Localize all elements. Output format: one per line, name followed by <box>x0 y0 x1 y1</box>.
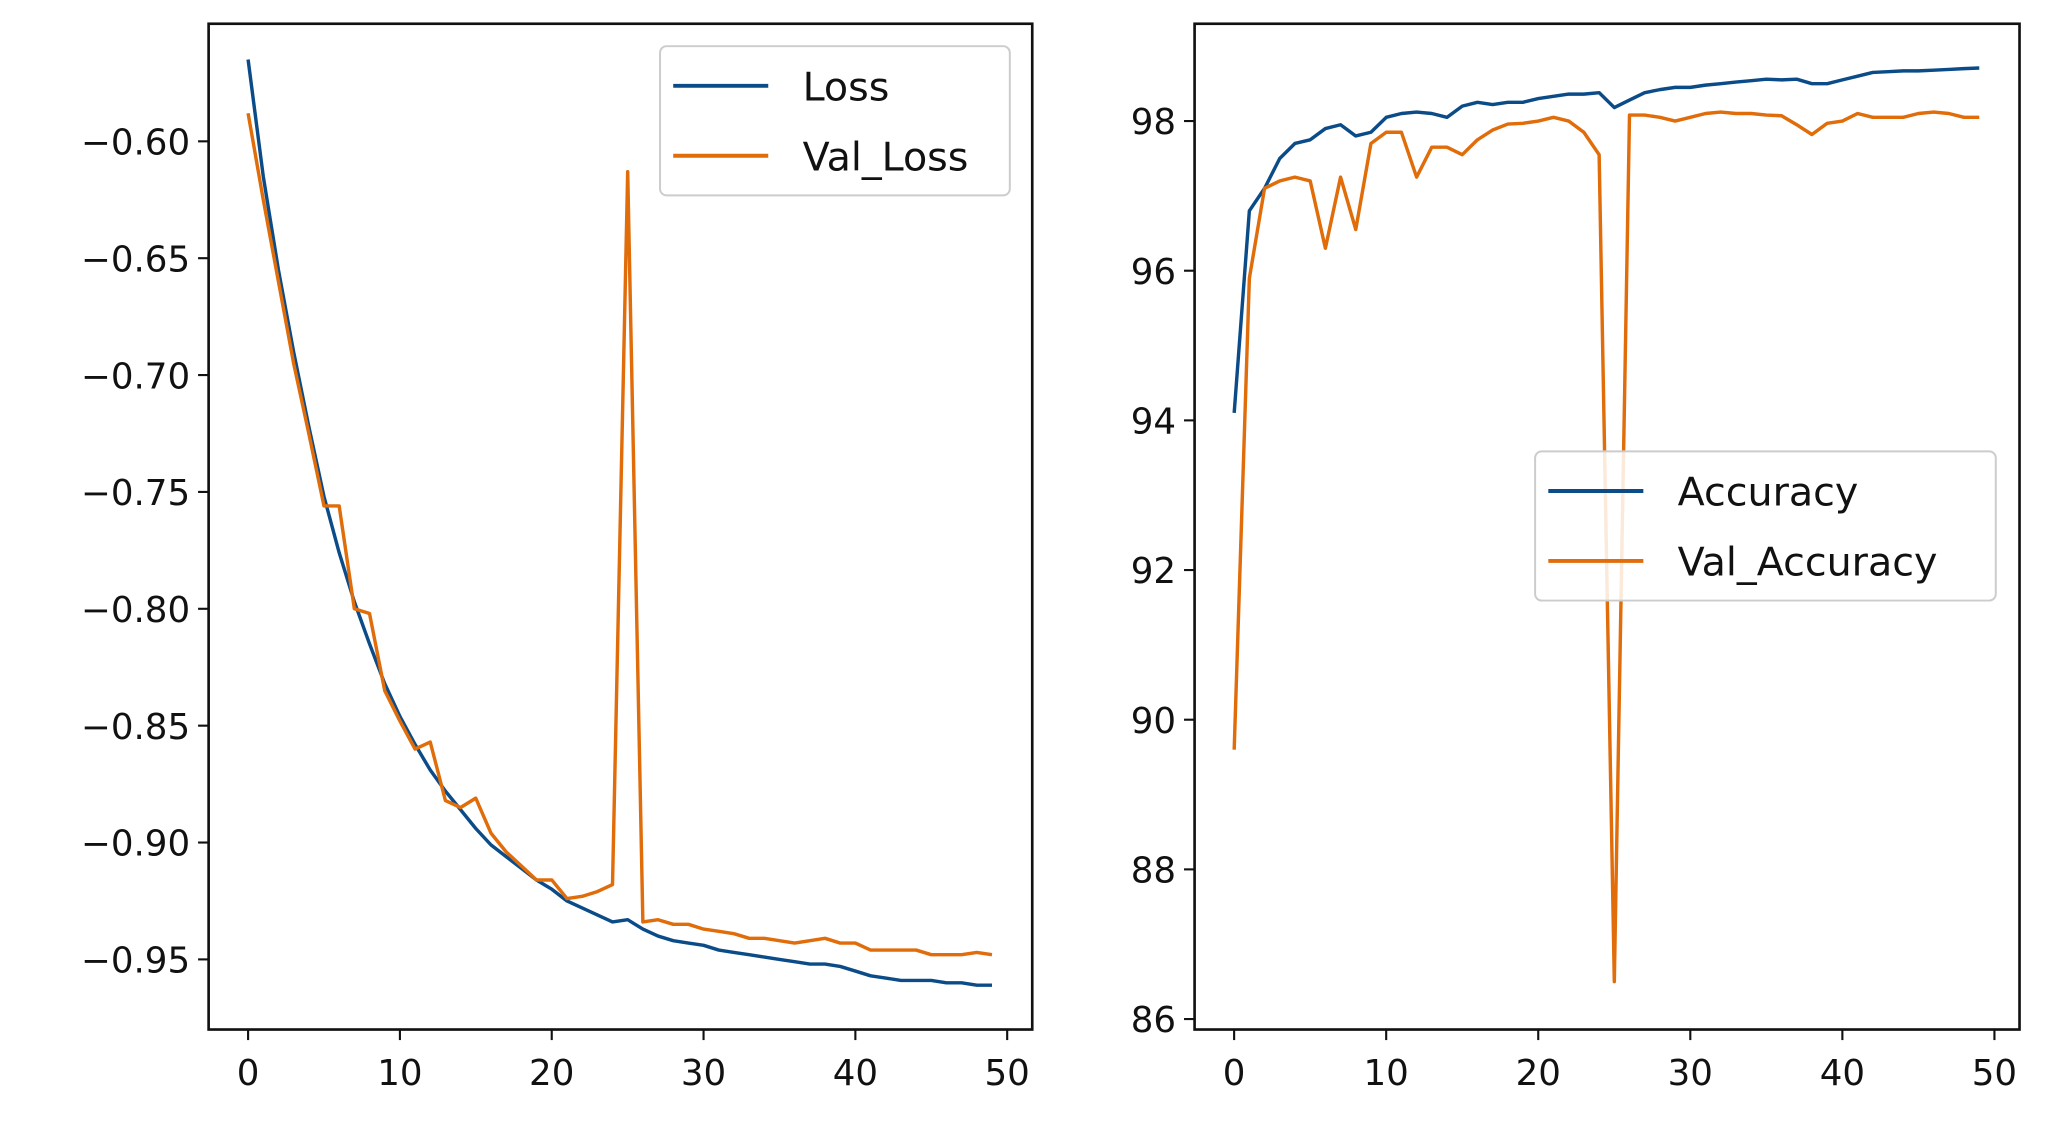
x-tick-label: 20 <box>529 1053 574 1094</box>
legend-label: Val_Loss <box>803 134 969 180</box>
legend-label: Val_Accuracy <box>1678 539 1938 585</box>
x-tick-label: 10 <box>377 1053 422 1094</box>
legend: Loss Val_Loss <box>659 45 1011 197</box>
x-tick-label: 30 <box>681 1053 726 1094</box>
x-tick-label: 40 <box>833 1053 878 1094</box>
y-tick-label: −0.80 <box>81 590 190 631</box>
x-tick-label: 0 <box>237 1053 260 1094</box>
x-tick-label: 40 <box>1820 1053 1865 1094</box>
x-tick-label: 50 <box>1972 1053 2017 1094</box>
y-tick-label: 96 <box>1131 252 1176 293</box>
chart-2: 0 10 20 30 40 50 86 88 90 92 94 96 98 Accuracy Val_Acc… <box>1131 22 2021 1094</box>
x-tick-label: 0 <box>1223 1053 1246 1094</box>
y-tick-label: 94 <box>1131 402 1176 443</box>
x-tick-label: 50 <box>985 1053 1030 1094</box>
legend-label: Accuracy <box>1678 470 1859 516</box>
x-tick-label: 30 <box>1668 1053 1713 1094</box>
y-tick-label: −0.65 <box>81 239 190 280</box>
series-line-loss <box>246 59 992 987</box>
y-tick-label: 88 <box>1131 851 1176 892</box>
y-tick-label: −0.85 <box>81 707 190 748</box>
series-line-accuracy <box>1232 66 1980 413</box>
legend-box <box>659 45 1011 197</box>
legend-box <box>1534 450 1997 602</box>
series-line-val-loss <box>246 112 993 957</box>
y-tick-label: 86 <box>1131 1000 1176 1041</box>
y-tick-label: −0.90 <box>81 824 190 865</box>
y-tick-label: −0.75 <box>81 473 190 514</box>
y-tick-label: 90 <box>1131 701 1176 742</box>
axes-frame <box>207 22 1034 1031</box>
chart-1: 0 10 20 30 40 50 −0.60 −0.65 −0.70 −0.75 −0.80 −0.8… <box>81 22 1034 1094</box>
y-tick-label: 98 <box>1131 102 1176 143</box>
legend-label: Loss <box>803 64 890 110</box>
y-tick-label: −0.95 <box>81 941 190 982</box>
x-tick-label: 10 <box>1364 1053 1409 1094</box>
y-tick-label: −0.60 <box>81 123 190 164</box>
legend: Accuracy Val_Accuracy <box>1534 450 1997 602</box>
axes-frame <box>1193 22 2021 1031</box>
x-tick-label: 20 <box>1516 1053 1561 1094</box>
y-tick-label: 92 <box>1131 551 1176 592</box>
y-tick-label: −0.70 <box>81 356 190 397</box>
